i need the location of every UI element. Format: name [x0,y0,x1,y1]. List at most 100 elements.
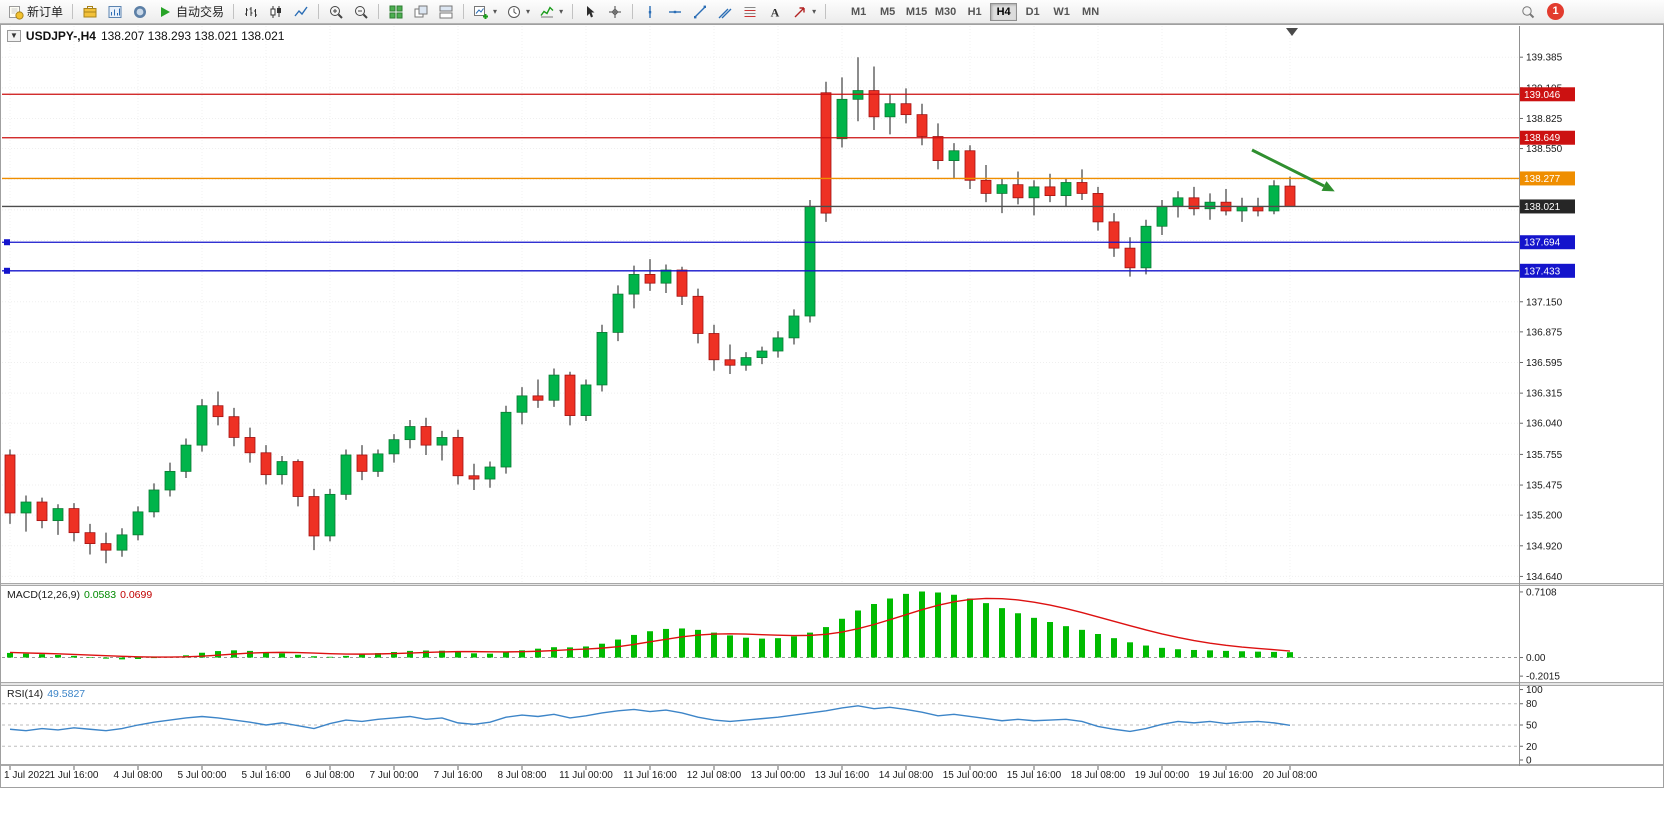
auto-trading-button[interactable]: 自动交易 [153,2,228,22]
arrange-windows-icon [438,4,454,20]
time-axis-label: 11 Jul 16:00 [623,770,677,781]
candle [164,462,176,497]
data-window-button[interactable] [103,2,127,22]
timeframe-w1-button[interactable]: W1 [1048,3,1075,21]
price-tick-label: 135.755 [1526,450,1563,461]
cascade-windows-button[interactable] [409,2,433,22]
search-button[interactable] [1516,2,1540,22]
candle [340,449,352,500]
bar-chart-button[interactable] [239,2,263,22]
rsi-name: RSI(14) [7,688,44,700]
trend-arrow-annotation[interactable] [1251,148,1335,192]
timeframe-m15-button[interactable]: M15 [903,3,930,21]
candle [884,93,896,135]
new-order-button[interactable]: 新订单 [4,2,67,22]
timeframe-h4-button[interactable]: H4 [990,2,1018,21]
timeframe-mn-button[interactable]: MN [1077,3,1104,21]
channel-button[interactable] [713,2,737,22]
pane-separator[interactable] [0,583,1664,586]
candle [484,461,496,488]
timeframe-m5-button[interactable]: M5 [874,3,901,21]
resistance-line-lower-badge [1520,130,1575,145]
candle [148,483,160,518]
price-tick-label: 136.595 [1526,358,1563,369]
auto-trading-label: 自动交易 [176,5,225,19]
time-axis-label: 8 Jul 08:00 [498,770,547,781]
trendline-button[interactable] [688,2,712,22]
time-axis-label: 19 Jul 16:00 [1199,770,1254,781]
mql5-icon [132,4,148,20]
price-tick-label: 136.875 [1526,327,1563,338]
time-axis-area[interactable] [0,766,1519,786]
timeframe-m30-button[interactable]: M30 [932,3,959,21]
fibonacci-button[interactable] [738,2,762,22]
timeframe-h1-button[interactable]: H1 [961,3,988,21]
indicators-button[interactable]: ▾ [535,2,567,22]
candle [308,488,320,551]
time-axis-label: 15 Jul 16:00 [1007,770,1062,781]
candle [292,459,304,507]
resistance-line-upper-badge [1520,87,1575,102]
zoom-in-button[interactable] [324,2,348,22]
candlestick-chart-button[interactable] [264,2,288,22]
dropdown-caret-icon: ▾ [526,7,531,16]
timeframe-d1-button[interactable]: D1 [1019,3,1046,21]
candle [276,456,288,485]
candle [372,449,384,477]
candle [116,528,128,557]
pane-separator[interactable] [0,682,1664,686]
timeframe-m1-button[interactable]: M1 [845,3,872,21]
zoom-out-button[interactable] [349,2,373,22]
chart-menu-icon[interactable]: ▼ [7,30,21,42]
rsi-line [9,705,1291,733]
market-watch-button[interactable] [78,2,102,22]
time-axis-label: 1 Jul 2022 [4,770,51,781]
chart-shift-marker[interactable] [1286,28,1298,36]
time-axis-label: 7 Jul 16:00 [434,770,483,781]
crosshair-button[interactable] [603,2,627,22]
horizontal-line-button[interactable] [663,2,687,22]
price-pane[interactable] [2,26,1519,583]
new-chart-button[interactable]: ▾ [469,2,501,22]
toolbar-separator [318,4,320,19]
candle [1108,213,1120,257]
candle [228,407,240,447]
support-line-lower-handle[interactable] [4,267,10,274]
candle [4,449,16,524]
cursor-button[interactable] [578,2,602,22]
candle [356,445,368,481]
cascade-windows-icon [413,4,429,20]
candle [100,532,112,564]
notification-badge[interactable]: 1 [1547,3,1564,20]
candle [1092,186,1104,231]
price-axis-area[interactable] [1520,26,1600,764]
dropdown-caret-icon: ▾ [493,7,498,16]
candle [740,352,752,371]
candle [244,427,256,463]
tile-windows-button[interactable] [384,2,408,22]
crosshair-icon [607,4,623,20]
candle [52,504,64,535]
arrange-windows-button[interactable] [434,2,458,22]
new-order-label: 新订单 [27,5,64,19]
candle [596,324,608,392]
vertical-line-button[interactable] [638,2,662,22]
time-axis-label: 5 Jul 00:00 [178,770,227,781]
arrows-button[interactable]: ▾ [788,2,820,22]
fibonacci-icon [742,4,758,20]
line-chart-button[interactable] [289,2,313,22]
mql5-community-button[interactable] [128,2,152,22]
periods-button[interactable]: ▾ [502,2,534,22]
price-tick-label: 137.150 [1526,297,1563,308]
support-line-upper-handle[interactable] [4,239,10,246]
text-button[interactable]: A [763,2,787,22]
candle [676,266,688,306]
time-axis-label: 7 Jul 00:00 [370,770,419,781]
candle [388,434,400,463]
time-axis-label: 6 Jul 08:00 [306,770,355,781]
candle [36,497,48,529]
price-tick-label: 138.825 [1526,114,1563,125]
rsi-tick-label: 0 [1526,756,1532,767]
